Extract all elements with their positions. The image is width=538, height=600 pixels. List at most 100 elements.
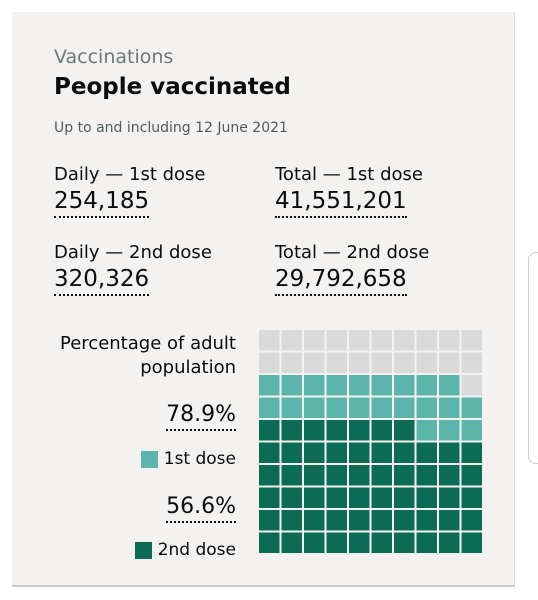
waffle-cell-empty: [394, 352, 415, 373]
waffle-cell-2nd: [416, 465, 437, 486]
waffle-cell-2nd: [371, 442, 392, 463]
waffle-cell-2nd: [394, 420, 415, 441]
waffle-cell-2nd: [259, 442, 280, 463]
waffle-cell-2nd: [304, 442, 325, 463]
waffle-cell-empty: [349, 330, 370, 351]
waffle-cell-1st: [461, 397, 482, 418]
waffle-cell-2nd: [304, 465, 325, 486]
waffle-cell-2nd: [326, 442, 347, 463]
waffle-cell-2nd: [439, 510, 460, 531]
waffle-chart: [259, 330, 482, 553]
waffle-cell-empty: [371, 352, 392, 373]
waffle-cell-1st: [326, 375, 347, 396]
waffle-cell-2nd: [371, 510, 392, 531]
legend-entry: 2nd dose: [134, 540, 236, 560]
legend-entry: 1st dose: [140, 449, 236, 469]
waffle-cell-2nd: [259, 465, 280, 486]
stat-label: Daily — 1st dose: [54, 164, 206, 185]
waffle-cell-2nd: [439, 465, 460, 486]
legend-label: 2nd dose: [157, 540, 236, 560]
waffle-cell-empty: [461, 352, 482, 373]
waffle-cell-1st: [394, 375, 415, 396]
waffle-cell-1st: [439, 420, 460, 441]
value-label[interactable]: 78.9%: [166, 402, 236, 431]
waffle-cell-1st: [326, 397, 347, 418]
waffle-cell-2nd: [326, 465, 347, 486]
waffle-cell-empty: [349, 352, 370, 373]
waffle-cell-1st: [394, 397, 415, 418]
waffle-cell-empty: [304, 330, 325, 351]
waffle-cell-empty: [371, 330, 392, 351]
waffle-cell-1st: [439, 375, 460, 396]
waffle-cell-empty: [461, 330, 482, 351]
waffle-cell-2nd: [461, 532, 482, 553]
waffle-cell-empty: [259, 330, 280, 351]
waffle-cell-2nd: [259, 510, 280, 531]
waffle-cell-empty: [439, 330, 460, 351]
subtitle: Up to and including 12 June 2021: [54, 120, 288, 136]
scrollbar[interactable]: [528, 252, 538, 464]
waffle-cell-2nd: [461, 442, 482, 463]
stat-value[interactable]: 254,185: [54, 188, 150, 218]
waffle-cell-2nd: [439, 487, 460, 508]
stat-value[interactable]: 29,792,658: [275, 266, 407, 296]
waffle-cell-2nd: [326, 487, 347, 508]
caption: Vaccinations: [54, 46, 174, 68]
waffle-cell-2nd: [281, 510, 302, 531]
legend-swatch: [134, 541, 152, 559]
waffle-cell-2nd: [439, 442, 460, 463]
waffle-cell-2nd: [349, 532, 370, 553]
waffle-cell-1st: [416, 375, 437, 396]
waffle-cell-2nd: [326, 532, 347, 553]
legend-label: 1st dose: [163, 449, 236, 469]
waffle-cell-2nd: [439, 532, 460, 553]
waffle-cell-1st: [304, 375, 325, 396]
waffle-cell-2nd: [394, 487, 415, 508]
title: People vaccinated: [54, 74, 291, 100]
waffle-cell-2nd: [326, 510, 347, 531]
waffle-cell-2nd: [371, 532, 392, 553]
value-label[interactable]: 56.6%: [166, 494, 236, 523]
waffle-cell-empty: [461, 375, 482, 396]
waffle-cell-empty: [416, 352, 437, 373]
waffle-cell-2nd: [461, 510, 482, 531]
stat-label: Total — 2nd dose: [275, 242, 430, 263]
waffle-cell-2nd: [349, 465, 370, 486]
waffle-cell-empty: [416, 330, 437, 351]
stat-value[interactable]: 320,326: [54, 266, 150, 296]
waffle-cell-1st: [416, 397, 437, 418]
waffle-cell-empty: [439, 352, 460, 373]
waffle-cell-2nd: [371, 465, 392, 486]
waffle-cell-2nd: [259, 420, 280, 441]
waffle-title: Percentage of adult population: [60, 333, 236, 378]
waffle-cell-empty: [394, 330, 415, 351]
waffle-cell-2nd: [281, 442, 302, 463]
waffle-cell-1st: [281, 397, 302, 418]
waffle-cell-2nd: [304, 532, 325, 553]
waffle-cell-2nd: [304, 510, 325, 531]
stat-value[interactable]: 41,551,201: [275, 188, 407, 218]
stat-label: Total — 1st dose: [275, 164, 423, 185]
waffle-cell-empty: [326, 330, 347, 351]
waffle-cell-2nd: [416, 532, 437, 553]
waffle-cell-1st: [416, 420, 437, 441]
waffle-cell-2nd: [259, 532, 280, 553]
waffle-cell-2nd: [349, 420, 370, 441]
waffle-cell-empty: [304, 352, 325, 373]
waffle-cell-empty: [281, 352, 302, 373]
waffle-cell-2nd: [394, 510, 415, 531]
waffle-cell-2nd: [394, 532, 415, 553]
waffle-cell-2nd: [281, 532, 302, 553]
waffle-cell-1st: [281, 375, 302, 396]
waffle-cell-2nd: [461, 465, 482, 486]
waffle-cell-2nd: [349, 442, 370, 463]
waffle-cell-2nd: [394, 442, 415, 463]
waffle-cell-2nd: [349, 510, 370, 531]
waffle-cell-2nd: [371, 420, 392, 441]
waffle-cell-empty: [259, 352, 280, 373]
waffle-cell-empty: [326, 352, 347, 373]
waffle-cell-2nd: [394, 465, 415, 486]
waffle-cell-1st: [304, 397, 325, 418]
waffle-cell-1st: [461, 420, 482, 441]
